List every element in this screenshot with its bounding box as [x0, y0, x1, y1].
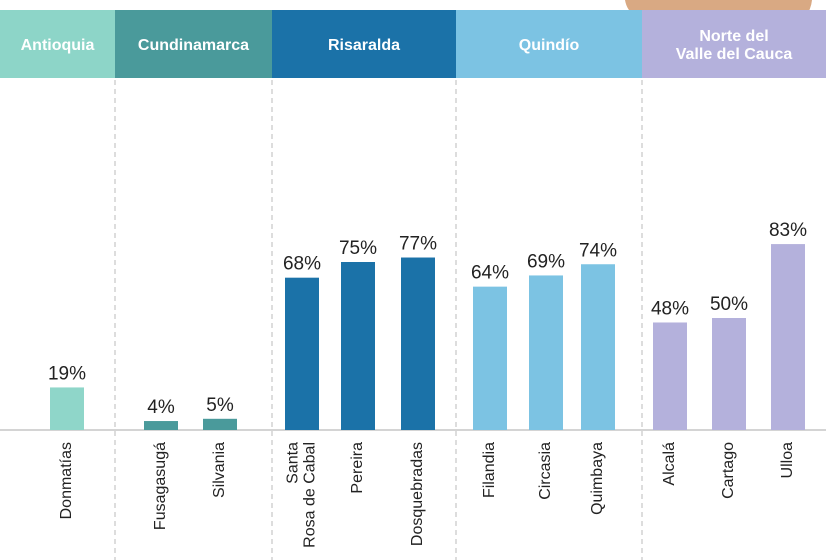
- value-label: 75%: [339, 238, 377, 259]
- chart: Antioquia 19% Donmatías Cundinamarca 4% Fusag…: [0, 0, 826, 560]
- group-header: Quindío: [519, 37, 580, 54]
- category-label: Dosquebradas: [409, 442, 426, 546]
- value-label: 50%: [710, 294, 748, 315]
- value-label: 68%: [283, 254, 321, 275]
- category-label: Fusagasugá: [152, 442, 169, 530]
- value-label: 64%: [471, 263, 509, 284]
- group-header: Risaralda: [328, 37, 400, 54]
- bar: [144, 421, 178, 430]
- category-label: Circasia: [537, 442, 554, 500]
- group-header: Cundinamarca: [138, 37, 249, 54]
- value-label: 4%: [147, 397, 175, 418]
- value-label: 48%: [651, 298, 689, 319]
- bar: [50, 387, 84, 430]
- bar: [653, 322, 687, 430]
- value-label: 74%: [579, 240, 617, 261]
- category-label: Alcalá: [661, 442, 678, 486]
- value-label: 5%: [206, 395, 234, 416]
- bar: [529, 275, 563, 430]
- bar: [473, 287, 507, 430]
- category-label: Silvania: [211, 442, 228, 498]
- value-label: 83%: [769, 220, 807, 241]
- category-label: Filandia: [481, 442, 498, 498]
- category-label: Ulloa: [779, 442, 796, 479]
- bar: [341, 262, 375, 430]
- value-label: 19%: [48, 363, 86, 384]
- category-label: Cartago: [720, 442, 737, 499]
- bar: [712, 318, 746, 430]
- category-label: Pereira: [349, 442, 366, 494]
- bar: [285, 278, 319, 430]
- value-label: 69%: [527, 251, 565, 272]
- category-label: Quimbaya: [589, 442, 606, 515]
- bar: [401, 258, 435, 430]
- bar: [581, 264, 615, 430]
- group-header: Antioquia: [21, 37, 95, 54]
- category-label: Donmatías: [58, 442, 75, 519]
- bar: [203, 419, 237, 430]
- value-label: 77%: [399, 234, 437, 255]
- bar: [771, 244, 805, 430]
- category-label: SantaRosa de Cabal: [285, 442, 319, 548]
